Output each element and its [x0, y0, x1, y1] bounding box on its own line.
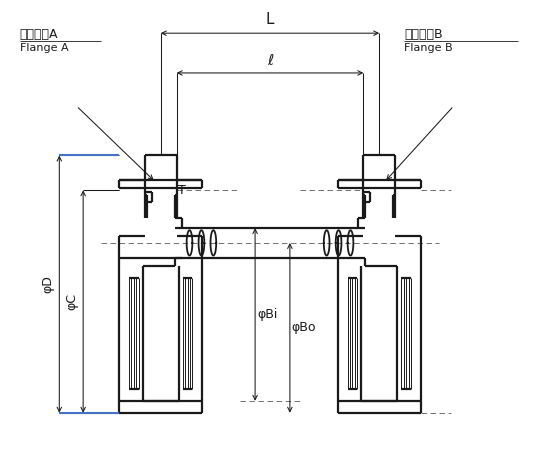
- Text: φBo: φBo: [292, 321, 316, 334]
- Text: Flange B: Flange B: [404, 43, 453, 53]
- Text: φD: φD: [42, 275, 55, 293]
- Text: T: T: [178, 184, 185, 197]
- Text: フランジA: フランジA: [19, 28, 58, 41]
- Text: Flange A: Flange A: [19, 43, 68, 53]
- Text: L: L: [266, 12, 274, 27]
- Text: φBi: φBi: [257, 308, 278, 321]
- Text: φC: φC: [65, 293, 78, 310]
- Text: ℓ: ℓ: [267, 53, 273, 68]
- Text: フランジB: フランジB: [404, 28, 443, 41]
